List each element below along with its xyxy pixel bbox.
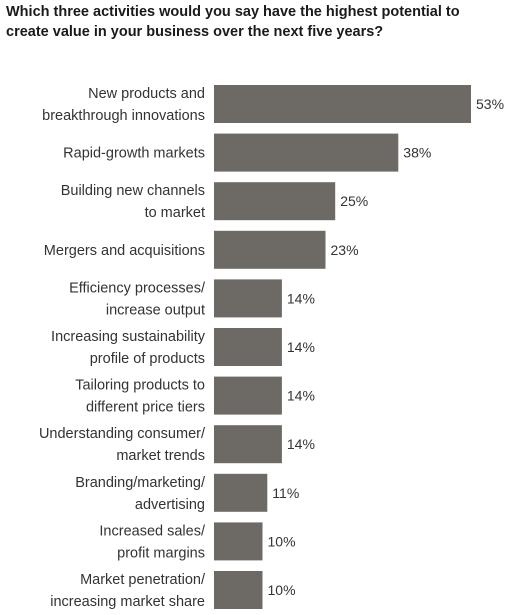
chart-title: Which three activities would you say hav…	[6, 4, 460, 40]
value-label-0: 53%	[476, 96, 504, 112]
bar-10	[214, 571, 263, 609]
bar-8	[214, 473, 268, 512]
category-label-8: Branding/marketing/advertising	[75, 475, 206, 513]
bar-9	[214, 522, 263, 561]
category-label-0: New products and breakthrough innovations	[42, 86, 205, 124]
value-label-6: 14%	[287, 388, 315, 404]
bar-0	[214, 85, 471, 123]
value-label-5: 14%	[287, 339, 315, 355]
category-label-7: Understanding consumer/market trends	[39, 426, 206, 464]
value-label-2: 25%	[340, 193, 368, 209]
category-label-6: Tailoring products to different price tie…	[75, 378, 205, 416]
value-label-1: 38%	[403, 145, 431, 161]
category-label-10: Market penetration/increasing market sha…	[50, 572, 206, 610]
value-label-3: 23%	[331, 242, 359, 258]
bar-2	[214, 182, 336, 221]
category-label-1: Rapid-growth markets	[63, 146, 205, 162]
bar-3	[214, 230, 326, 269]
bar-6	[214, 376, 282, 415]
value-label-4: 14%	[287, 290, 315, 306]
category-label-4: Efficiency processes/increase output	[69, 280, 206, 318]
value-label-7: 14%	[287, 436, 315, 452]
bar-1	[214, 133, 399, 172]
bar-7	[214, 425, 282, 464]
bar-5	[214, 328, 282, 366]
value-label-8: 11%	[272, 485, 299, 501]
category-label-5: Increasing sustainability profile of prod…	[51, 329, 206, 367]
bar-4	[214, 279, 282, 318]
category-label-9: Increased sales/profit margins	[99, 523, 206, 561]
value-label-9: 10%	[268, 533, 296, 549]
category-label-2: Building new channels to market	[61, 183, 205, 221]
value-label-10: 10%	[268, 582, 296, 598]
category-label-3: Mergers and acquisitions	[44, 243, 205, 259]
